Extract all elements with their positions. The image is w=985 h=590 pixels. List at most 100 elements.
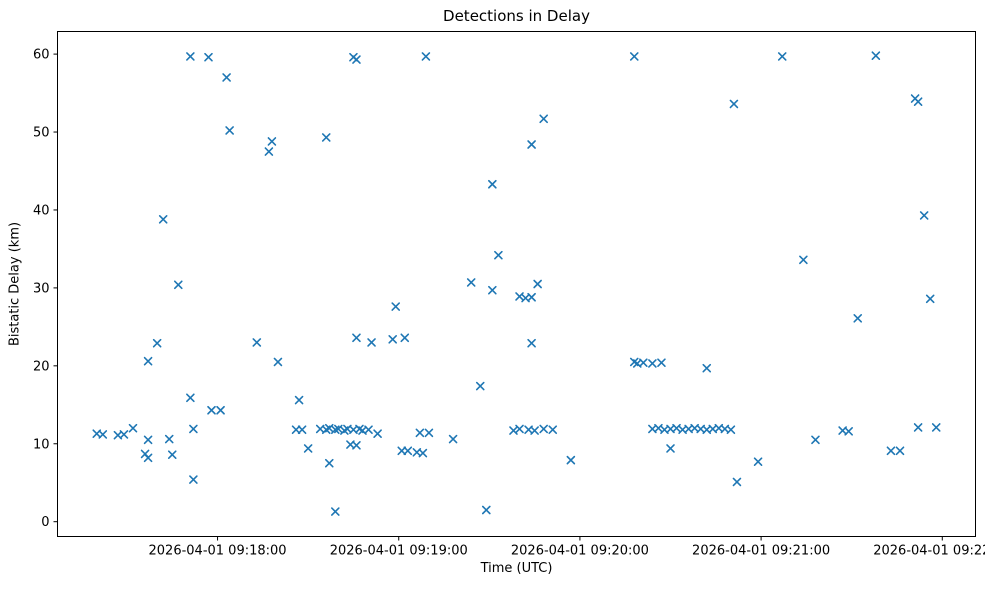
data-point-marker [204, 52, 213, 62]
data-point-marker [448, 434, 458, 444]
data-point-marker [548, 425, 558, 435]
data-point-marker [853, 313, 863, 323]
data-point-marker [173, 280, 183, 290]
data-point-marker [388, 335, 397, 344]
data-point-marker [186, 52, 195, 61]
y-tick-label: 30 [33, 281, 50, 296]
data-point-marker [726, 425, 736, 435]
data-point-marker [291, 425, 301, 435]
data-point-marker [273, 357, 283, 367]
data-point-marker [424, 428, 434, 438]
x-tick-label: 2026-04-01 09:22:00 [873, 544, 985, 559]
data-point-marker [252, 338, 262, 347]
data-point-marker [515, 424, 524, 434]
data-point-marker [331, 507, 340, 516]
data-point-marker [530, 426, 539, 435]
x-tick-label: 2026-04-01 09:19:00 [330, 544, 468, 559]
data-point-marker [539, 424, 548, 434]
data-point-marker [799, 255, 808, 265]
data-point-marker [143, 435, 153, 445]
data-point-marker [367, 338, 376, 347]
data-point-marker [207, 405, 216, 415]
data-point-marker [164, 434, 174, 444]
data-point-marker [189, 475, 198, 484]
data-point-marker [753, 457, 763, 466]
data-point-marker [321, 133, 331, 142]
data-point-marker [913, 423, 923, 432]
data-point-marker [403, 446, 413, 456]
data-point-marker [373, 429, 382, 438]
x-tick-label: 2026-04-01 09:18:00 [149, 544, 287, 559]
data-point-marker [352, 333, 361, 343]
data-point-marker [189, 424, 198, 434]
data-point-marker [494, 250, 503, 260]
data-point-marker [527, 140, 536, 149]
data-point-marker [886, 446, 896, 456]
data-point-marker [895, 446, 905, 456]
data-point-marker [648, 359, 657, 368]
data-point-marker [811, 435, 820, 445]
data-point-marker [931, 423, 941, 432]
y-tick-label: 60 [33, 48, 50, 63]
data-point-marker [222, 73, 231, 82]
data-point-marker [539, 114, 548, 124]
data-point-marker [629, 52, 639, 61]
data-point-marker [466, 278, 476, 287]
data-point-marker [391, 302, 401, 311]
data-point-marker [777, 52, 787, 61]
y-tick-label: 10 [33, 437, 50, 452]
x-tick-label: 2026-04-01 09:21:00 [692, 544, 830, 559]
data-point-marker [186, 393, 195, 403]
data-point-marker [666, 444, 675, 453]
data-point-marker [324, 458, 334, 468]
data-point-marker [732, 477, 742, 487]
data-point-marker [119, 430, 129, 439]
data-point-marker [925, 294, 935, 304]
data-point-marker [919, 211, 929, 220]
data-point-marker [303, 444, 313, 453]
data-point-marker [216, 405, 225, 415]
data-point-marker [482, 505, 491, 515]
data-point-marker [527, 338, 536, 348]
data-point-marker [225, 126, 234, 135]
data-point-marker [294, 395, 304, 405]
data-point-marker [143, 356, 153, 366]
data-point-marker [533, 279, 542, 289]
y-tick-label: 20 [33, 359, 50, 374]
data-point-marker [475, 381, 485, 391]
data-point-marker [352, 55, 361, 64]
data-point-marker [871, 51, 881, 60]
chart-title: Detections in Delay [443, 7, 590, 25]
data-point-marker [729, 99, 739, 109]
y-axis-label: Bistatic Delay (km) [7, 221, 23, 347]
data-point-marker [527, 292, 536, 302]
data-point-marker [167, 450, 177, 459]
data-point-marker [267, 137, 277, 146]
data-point-marker [352, 441, 361, 450]
data-point-marker [844, 426, 853, 436]
y-tick-label: 0 [41, 515, 49, 530]
y-tick-label: 50 [33, 126, 50, 141]
data-point-marker [657, 358, 666, 368]
data-point-marker [566, 455, 576, 465]
data-point-marker [158, 215, 168, 224]
data-point-marker [639, 358, 648, 368]
data-point-marker [418, 448, 428, 458]
data-point-marker [128, 423, 138, 433]
data-point-marker [297, 425, 307, 435]
data-point-marker [397, 446, 407, 456]
y-tick-label: 40 [33, 203, 50, 218]
data-point-marker [364, 425, 373, 435]
data-point-marker [143, 453, 153, 463]
data-point-marker [913, 97, 923, 106]
data-point-marker [98, 430, 108, 439]
data-point-marker [400, 333, 410, 343]
data-point-marker [488, 179, 497, 189]
data-point-marker [264, 147, 274, 156]
data-point-marker [702, 363, 712, 373]
data-point-marker [421, 52, 431, 61]
data-point-marker [415, 428, 425, 438]
data-point-marker [152, 338, 162, 348]
